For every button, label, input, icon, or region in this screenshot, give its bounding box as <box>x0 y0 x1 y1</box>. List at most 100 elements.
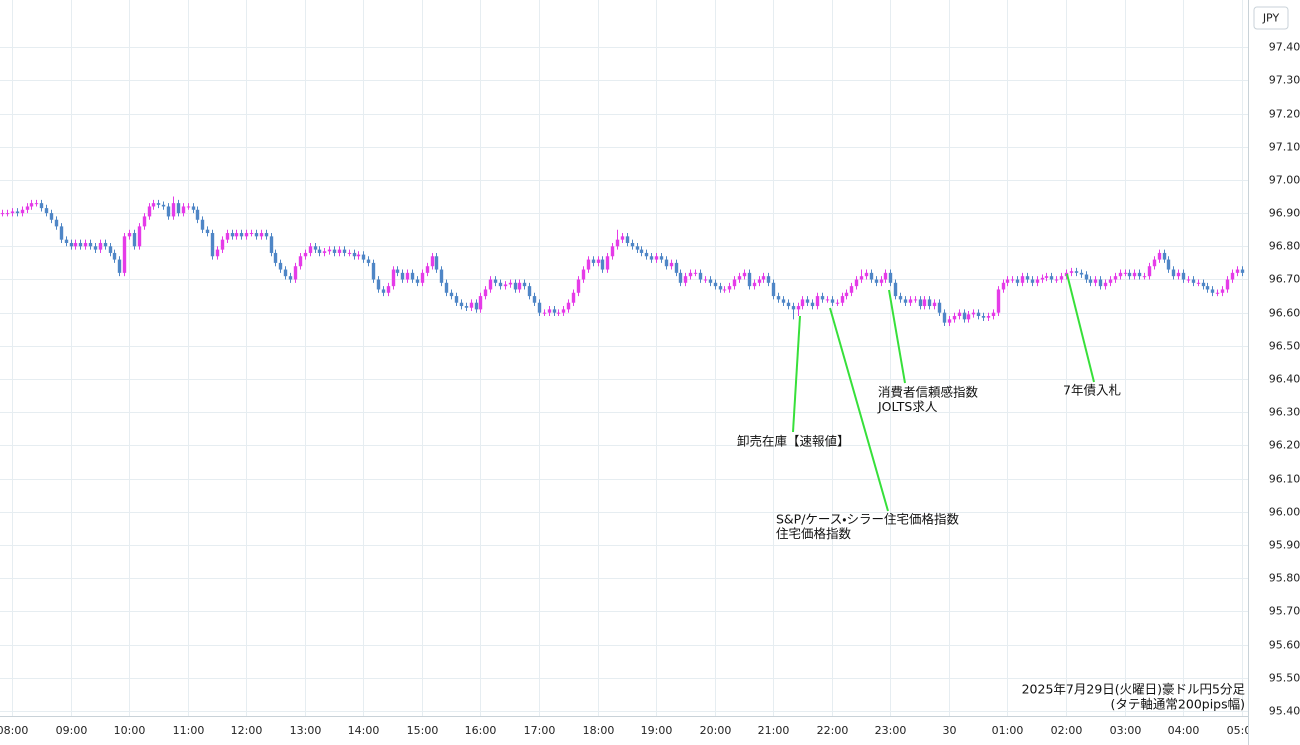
candle-body <box>1059 276 1064 280</box>
candle-body <box>1040 277 1045 280</box>
x-tick-label: 21:00 <box>758 724 790 737</box>
candle-body <box>1113 276 1118 280</box>
candle-body <box>532 296 537 303</box>
candle-body <box>639 249 644 253</box>
candle-body <box>225 233 230 240</box>
candle-body <box>757 279 762 283</box>
annotation-text: 住宅価格指数 <box>776 526 852 541</box>
candle-body <box>352 252 357 257</box>
candle-body <box>605 256 610 270</box>
candle-body <box>147 206 152 217</box>
candle-body <box>293 266 298 280</box>
candle-body <box>825 299 830 301</box>
candle-body <box>727 286 732 290</box>
annotation-leader <box>792 315 801 433</box>
y-tick-label: 97.300 <box>1269 74 1300 87</box>
candle-body <box>478 296 483 310</box>
y-tick-label: 97.400 <box>1269 41 1300 54</box>
candle-body <box>278 262 283 270</box>
x-tick-label: 12:00 <box>231 724 263 737</box>
candle-body <box>669 262 674 267</box>
candle-body <box>1093 279 1098 283</box>
x-tick-label: 30 <box>943 724 957 737</box>
candle-body <box>586 259 591 270</box>
y-tick-label: 96.900 <box>1269 207 1300 220</box>
annotation-leader <box>1066 273 1095 383</box>
candle-body <box>698 272 703 280</box>
candle-body <box>161 204 166 207</box>
candle-body <box>703 279 708 281</box>
candle-body <box>264 233 269 237</box>
candle-body <box>766 276 771 283</box>
candle-body <box>952 316 957 320</box>
candle-body <box>249 233 254 235</box>
candle-body <box>171 203 176 217</box>
candle-body <box>654 256 659 260</box>
candle-body <box>1118 272 1123 277</box>
y-tick-label: 96.800 <box>1269 240 1300 253</box>
candle-body <box>927 299 932 307</box>
candle-body <box>966 314 971 320</box>
candle-body <box>879 279 884 283</box>
candle-body <box>1205 286 1210 290</box>
candle-body <box>73 242 78 247</box>
candle-body <box>493 279 498 283</box>
candle-body <box>840 296 845 303</box>
candle-body <box>400 272 405 280</box>
y-tick-label: 97.200 <box>1269 108 1300 121</box>
x-tick-label: 13:00 <box>290 724 322 737</box>
candle-body <box>800 299 805 307</box>
candle-body <box>49 213 54 220</box>
candle-body <box>488 279 493 290</box>
candle-body <box>34 203 39 205</box>
candle-body <box>630 242 635 247</box>
candle-body <box>29 203 34 207</box>
candle-body <box>288 276 293 280</box>
candle-body <box>434 256 439 270</box>
candle-body <box>732 279 737 287</box>
candle-body <box>547 309 552 313</box>
candle-body <box>20 209 25 214</box>
candle-body <box>542 312 547 314</box>
candle-body <box>108 246 113 253</box>
candle-body <box>1201 282 1206 287</box>
candle-body <box>132 233 137 247</box>
candle-body <box>996 289 1001 313</box>
candle-body <box>498 282 503 287</box>
x-tick-label: 02:00 <box>1051 724 1083 737</box>
candle-body <box>791 306 796 310</box>
candle-body <box>327 249 332 252</box>
candle-body <box>1010 279 1015 281</box>
candle-body <box>737 276 742 280</box>
candle-body <box>796 306 801 310</box>
candle-body <box>39 203 44 209</box>
candle-body <box>859 276 864 280</box>
candle-body <box>522 282 527 287</box>
candle-body <box>298 256 303 267</box>
x-axis: 08:00 09:00 10:00 11:00 12:00 13:00 14:00 15:00… <box>0 724 1248 737</box>
x-tick-label: 18:00 <box>583 724 615 737</box>
candle-body <box>752 282 757 287</box>
candle-body <box>459 302 464 307</box>
candle-body <box>854 279 859 287</box>
candle-body <box>893 282 898 297</box>
candle-body <box>776 296 781 300</box>
candle-body <box>869 272 874 280</box>
candle-body <box>64 239 69 243</box>
candle-body <box>591 259 596 263</box>
candle-body <box>191 206 196 210</box>
candle-body <box>1108 279 1113 283</box>
candle-body <box>971 312 976 315</box>
candle-body <box>122 236 127 273</box>
candle-body <box>620 236 625 240</box>
candle-body <box>1015 279 1020 283</box>
candle-body <box>649 256 654 260</box>
candle-body <box>1035 279 1040 283</box>
candle-body <box>308 246 313 253</box>
candle-body <box>151 203 156 207</box>
candle-body <box>552 309 557 313</box>
candle-body <box>722 289 727 291</box>
candle-body <box>957 312 962 317</box>
